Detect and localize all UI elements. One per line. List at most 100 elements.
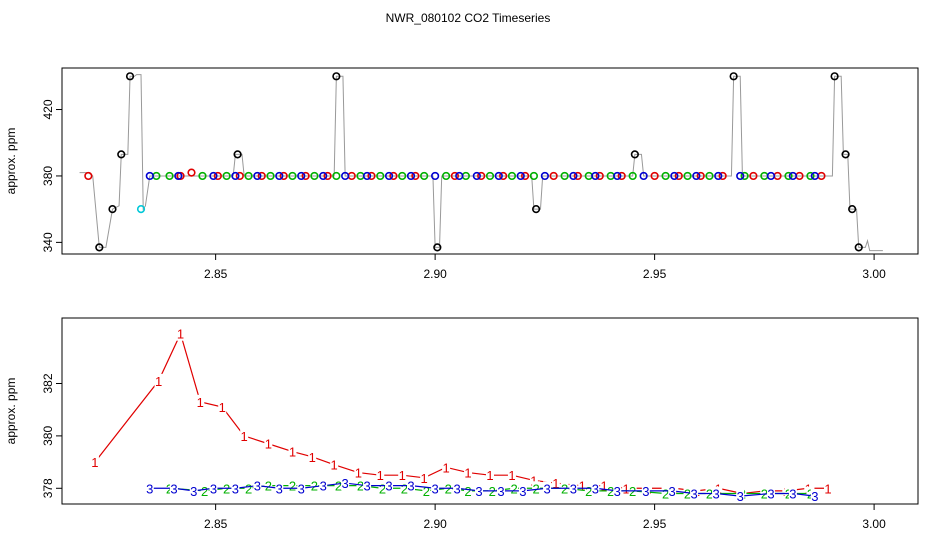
series-1-point: 1 <box>289 445 296 460</box>
series-2-point: 2 <box>532 481 539 496</box>
data-point-s3 <box>384 171 394 181</box>
y-tick-label: 380 <box>41 166 55 186</box>
point-label-bg <box>200 483 209 498</box>
point-label-bg <box>398 468 407 483</box>
series-1-point: 1 <box>442 460 449 475</box>
point-label-bg <box>584 483 593 498</box>
series-3-point: 3 <box>691 487 698 502</box>
data-point-standard <box>433 243 442 252</box>
series-1-point: 1 <box>177 327 184 342</box>
point-label-bg <box>641 483 650 498</box>
data-point-s2 <box>442 171 451 181</box>
point-label-bg <box>824 481 833 496</box>
data-point-s1 <box>450 171 459 181</box>
point-label-bg <box>507 468 516 483</box>
data-point-standard <box>854 243 863 252</box>
point-label-bg <box>244 481 253 496</box>
series-3-point: 3 <box>210 481 217 496</box>
y-tick-label: 420 <box>41 99 55 119</box>
point-label-bg <box>145 481 154 496</box>
point-label-bg <box>334 478 343 493</box>
series-2-point: 2 <box>401 481 408 496</box>
point-label-bg <box>690 486 699 501</box>
point-label-bg <box>169 481 178 496</box>
data-point-s3 <box>431 171 440 181</box>
data-point-s2 <box>560 171 569 181</box>
series-3-point: 3 <box>789 487 796 502</box>
data-point-s1 <box>573 171 582 181</box>
series-3-point: 3 <box>543 481 550 496</box>
data-point-s1 <box>749 171 758 181</box>
data-point-s2 <box>244 171 253 181</box>
point-label-bg <box>218 400 227 415</box>
point-label-bg <box>297 481 306 496</box>
point-label-bg <box>422 483 431 498</box>
point-label-bg <box>400 481 409 496</box>
series-1-point: 1 <box>486 468 493 483</box>
data-point-s1 <box>521 171 530 181</box>
data-point-s3 <box>494 171 503 181</box>
data-point-s2 <box>165 171 174 181</box>
data-point-s3 <box>174 171 183 181</box>
series-3-point: 3 <box>497 484 504 499</box>
y-axis-label: approx. ppm <box>4 378 18 445</box>
data-point-s3 <box>472 171 481 181</box>
series-3-point: 3 <box>453 481 460 496</box>
data-point-s3 <box>540 171 549 181</box>
data-point-s3 <box>145 171 154 181</box>
point-label-bg <box>154 373 163 388</box>
point-label-bg <box>464 483 473 498</box>
data-point-s2 <box>222 171 231 181</box>
series-3-point: 3 <box>342 476 349 491</box>
point-label-bg <box>543 481 552 496</box>
series-1-point: 1 <box>355 466 362 481</box>
series-3-point: 3 <box>767 487 774 502</box>
data-point-standard <box>117 150 126 159</box>
point-label-bg <box>788 486 797 501</box>
x-tick-label: 2.95 <box>643 267 667 281</box>
series-1-point: 1 <box>552 476 559 491</box>
data-point-standard <box>729 72 738 81</box>
point-label-bg <box>569 481 578 496</box>
series-3-point: 3 <box>363 479 370 494</box>
point-label-bg <box>356 478 365 493</box>
plot-frame <box>61 317 919 505</box>
series-3-point: 3 <box>519 484 526 499</box>
series-3-point: 3 <box>190 484 197 499</box>
data-point-s3 <box>692 171 701 181</box>
series-2-point: 2 <box>379 481 386 496</box>
data-point-s3 <box>714 171 723 181</box>
point-label-bg <box>288 478 297 493</box>
data-point-s3 <box>736 171 745 181</box>
data-point-s2 <box>398 171 407 181</box>
data-point-standard <box>125 72 135 81</box>
data-point-s3 <box>810 171 819 181</box>
data-point-special <box>136 205 146 214</box>
data-point-s1 <box>674 171 683 181</box>
series-1-point: 1 <box>464 466 471 481</box>
point-label-bg <box>319 478 328 493</box>
series-2-point: 2 <box>464 484 471 499</box>
series-1-point: 1 <box>399 468 406 483</box>
series-3-point: 3 <box>712 487 719 502</box>
point-label-bg <box>591 481 600 496</box>
data-point-s2 <box>420 171 429 181</box>
data-point-standard <box>233 150 242 159</box>
data-point-s2 <box>806 171 815 181</box>
series-3-point: 3 <box>254 479 261 494</box>
point-label-bg <box>683 486 692 501</box>
data-point-s3 <box>639 171 648 181</box>
data-point-s1 <box>235 171 244 181</box>
data-point-s1 <box>84 171 93 181</box>
raw-trace-line <box>79 74 883 252</box>
point-label-bg <box>431 481 440 496</box>
point-label-bg <box>90 455 99 470</box>
point-label-bg <box>378 481 387 496</box>
series-3-point: 3 <box>570 481 577 496</box>
data-point-s3 <box>516 171 525 181</box>
data-point-s1 <box>389 171 398 181</box>
point-label-bg <box>578 478 587 493</box>
data-point-s2 <box>288 171 297 181</box>
data-point-s1 <box>650 171 659 181</box>
data-point-s2 <box>740 171 749 181</box>
